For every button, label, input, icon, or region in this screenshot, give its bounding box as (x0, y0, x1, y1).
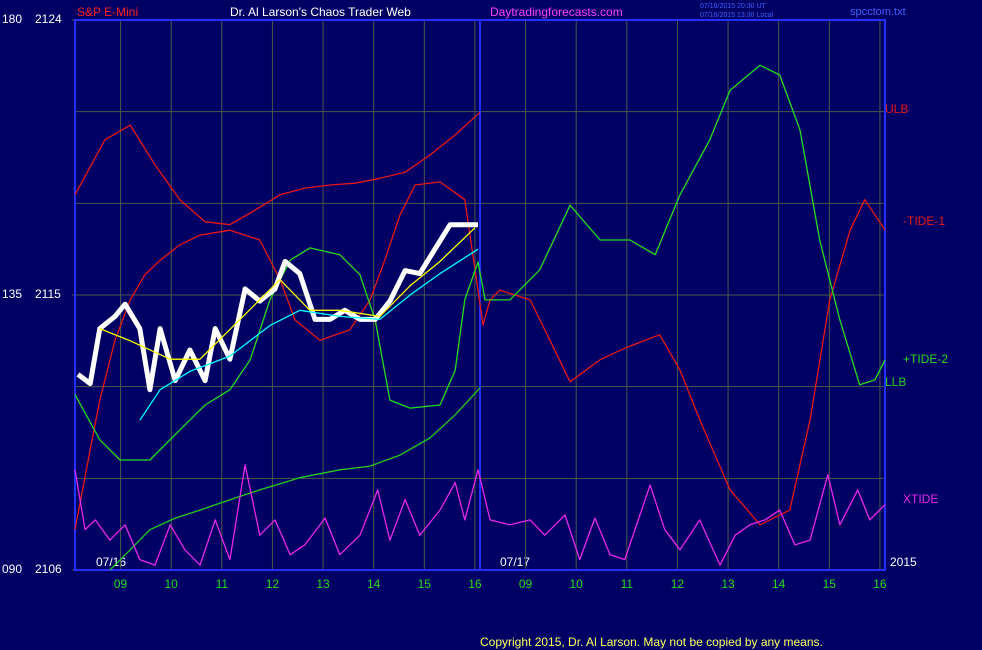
series-label: -TIDE-1 (903, 214, 945, 228)
y2-tick-label: 135 (2, 287, 22, 301)
y2-tick-label: 180 (2, 12, 22, 26)
series-line (99, 227, 476, 360)
timestamp: 07/16/2015 20:30 UT (700, 3, 766, 10)
series-line (74, 181, 886, 530)
x-tick-label: 15 (418, 577, 432, 591)
series-label: ULB (885, 102, 908, 116)
series-label: +TIDE-2 (903, 352, 948, 366)
x-tick-label: 09 (114, 577, 128, 591)
x-tick-label: 13 (721, 577, 735, 591)
website: Daytradingforecasts.com (490, 5, 623, 19)
x-tick-label: 10 (570, 577, 584, 591)
x-tick-label: 09 (519, 577, 533, 591)
copyright: Copyright 2015, Dr. Al Larson. May not b… (480, 635, 823, 649)
series-line (74, 464, 886, 566)
x-tick-label: 10 (165, 577, 179, 591)
date-label: 07/16 (96, 555, 126, 569)
x-tick-label: 12 (266, 577, 280, 591)
series-line (74, 111, 481, 226)
date-label: 07/17 (500, 555, 530, 569)
price-line (76, 222, 478, 393)
timestamp: 07/16/2015 13:30 Local (700, 12, 774, 19)
series-line (74, 64, 886, 461)
y-tick-label: 2115 (35, 287, 61, 301)
chart-title: Dr. Al Larson's Chaos Trader Web (230, 5, 411, 19)
x-tick-label: 16 (873, 577, 887, 591)
file-name: spcctom.txt (850, 6, 906, 18)
y-tick-label: 2106 (35, 562, 62, 576)
x-tick-label: 12 (671, 577, 685, 591)
x-tick-label: 16 (468, 577, 482, 591)
x-tick-label: 11 (621, 577, 634, 591)
series-label: LLB (885, 375, 906, 389)
x-tick-label: 11 (216, 577, 229, 591)
year-label: 2015 (890, 555, 917, 569)
series-line (139, 248, 479, 421)
y-tick-label: 2124 (35, 12, 62, 26)
x-tick-label: 14 (367, 577, 381, 591)
series-label: XTIDE (903, 492, 938, 506)
x-tick-label: 15 (823, 577, 837, 591)
x-tick-label: 14 (772, 577, 786, 591)
instrument: S&P E-Mini (77, 5, 138, 19)
y2-tick-label: 090 (2, 562, 22, 576)
series-line (109, 387, 481, 571)
x-tick-label: 13 (316, 577, 330, 591)
